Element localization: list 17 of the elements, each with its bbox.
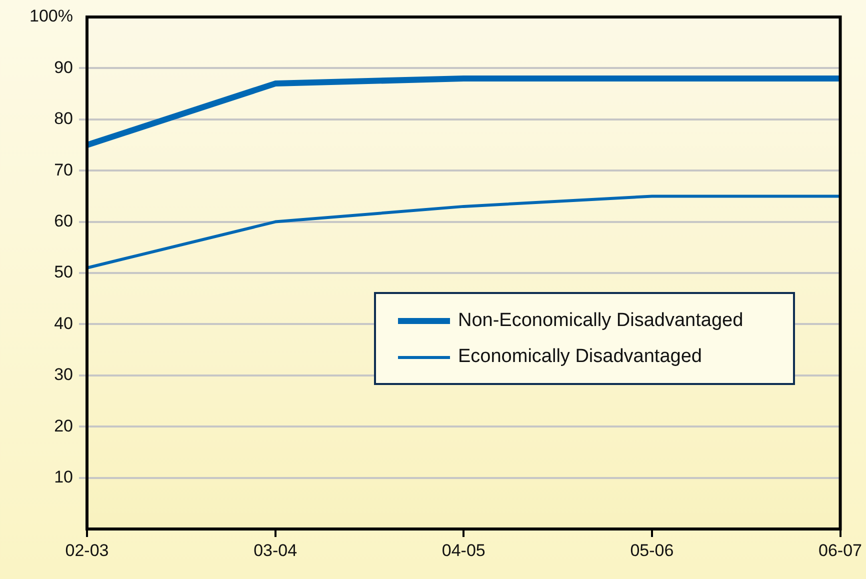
y-tick-label: 10	[54, 467, 73, 486]
x-tick-label: 02-03	[65, 540, 109, 560]
x-tick-label: 06-07	[818, 540, 862, 560]
x-tick-label: 03-04	[254, 540, 298, 560]
y-tick-label: 30	[54, 365, 73, 384]
y-tick-label: 80	[54, 109, 73, 128]
y-tick-label: 70	[54, 160, 73, 180]
y-tick-label: 90	[54, 58, 73, 77]
y-tick-label: 100%	[30, 6, 73, 26]
x-tick-label: 04-05	[442, 540, 486, 560]
y-tick-label: 50	[54, 262, 73, 282]
legend-label: Non-Economically Disadvantaged	[458, 310, 744, 332]
legend-label: Economically Disadvantaged	[458, 346, 702, 368]
y-tick-label: 40	[54, 314, 73, 333]
y-tick-label: 60	[54, 211, 73, 230]
x-tick-label: 05-06	[630, 540, 674, 560]
y-tick-label: 20	[54, 416, 73, 436]
